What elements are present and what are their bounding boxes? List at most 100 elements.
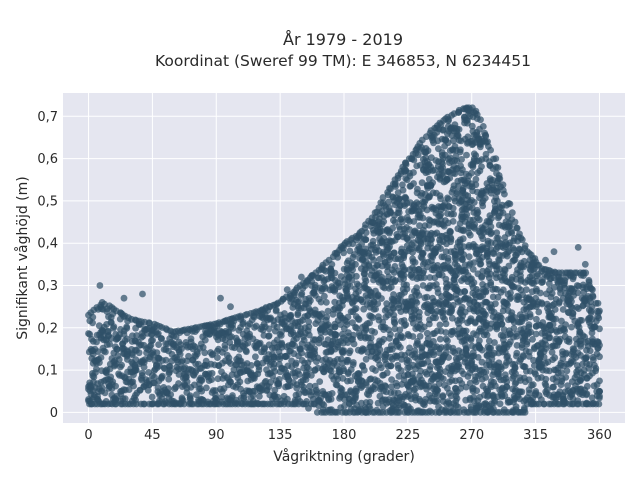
data-point	[305, 299, 313, 307]
data-point	[505, 262, 513, 270]
data-point	[246, 330, 254, 338]
data-point	[436, 321, 444, 329]
data-point	[265, 325, 273, 333]
data-point	[451, 279, 458, 287]
chart-subtitle: Koordinat (Sweref 99 TM): E 346853, N 62…	[155, 52, 531, 70]
data-point	[548, 348, 556, 356]
data-point	[459, 235, 467, 243]
data-point	[442, 329, 450, 336]
data-point	[465, 253, 473, 261]
data-point	[472, 181, 480, 189]
data-point	[477, 116, 484, 124]
data-point	[484, 388, 491, 395]
data-point	[292, 361, 299, 368]
data-point	[201, 349, 209, 357]
data-point	[470, 259, 478, 266]
data-point	[340, 244, 347, 252]
data-point	[427, 181, 435, 189]
data-point	[487, 230, 495, 238]
data-point	[183, 378, 191, 386]
data-point	[98, 384, 106, 392]
data-point	[239, 319, 247, 326]
data-point	[110, 323, 118, 330]
y-tick-label: 0,2	[37, 321, 58, 336]
data-point	[149, 336, 157, 344]
data-point	[586, 347, 594, 355]
data-point	[227, 303, 234, 311]
data-point	[583, 353, 591, 361]
data-point	[291, 342, 298, 349]
data-point	[423, 329, 431, 337]
data-point	[501, 190, 508, 198]
data-point	[214, 375, 222, 383]
data-point	[542, 375, 550, 383]
data-point	[418, 249, 426, 257]
data-point	[328, 390, 336, 397]
data-point	[366, 398, 374, 406]
data-point	[400, 275, 407, 282]
data-point	[331, 269, 339, 277]
data-point	[518, 236, 526, 244]
data-point	[400, 267, 408, 274]
data-point	[234, 374, 242, 382]
data-point	[529, 381, 537, 389]
data-point	[392, 180, 399, 188]
data-point	[449, 204, 457, 212]
data-point	[549, 321, 557, 328]
data-point	[499, 307, 507, 315]
data-point	[94, 348, 102, 355]
data-point	[229, 321, 237, 329]
data-point	[463, 211, 471, 219]
data-point	[499, 209, 507, 217]
data-point	[479, 202, 487, 210]
data-point	[289, 328, 296, 336]
data-point	[405, 357, 412, 365]
data-point	[425, 193, 433, 201]
data-point	[425, 320, 433, 328]
data-point	[294, 367, 302, 375]
data-point	[399, 186, 407, 194]
data-point	[567, 303, 575, 311]
data-point	[453, 190, 461, 198]
data-point	[390, 291, 397, 298]
data-point	[518, 388, 526, 396]
data-point	[389, 345, 396, 353]
data-point	[511, 363, 519, 371]
data-point	[395, 409, 403, 416]
data-point	[135, 349, 143, 357]
data-point	[112, 382, 119, 390]
data-point	[529, 336, 536, 343]
data-point	[362, 229, 370, 237]
data-point	[493, 235, 501, 242]
data-point	[339, 297, 347, 305]
data-point	[472, 175, 480, 183]
data-point	[362, 324, 370, 332]
data-point	[490, 378, 498, 386]
data-point	[564, 382, 571, 389]
data-point	[419, 214, 427, 222]
data-point	[464, 295, 472, 302]
data-point	[306, 382, 314, 390]
data-point	[487, 270, 494, 278]
data-point	[167, 391, 175, 398]
data-point	[154, 330, 162, 337]
data-point	[489, 293, 497, 301]
data-point	[569, 310, 577, 318]
y-axis-label: Signifikant våghöjd (m)	[14, 176, 31, 339]
data-point	[510, 372, 518, 380]
data-point	[469, 163, 477, 171]
data-point	[531, 369, 539, 376]
data-point	[427, 304, 435, 312]
data-point	[533, 277, 541, 285]
chart-title: År 1979 - 2019	[283, 30, 403, 49]
data-point	[555, 300, 563, 307]
data-point	[90, 373, 98, 381]
data-point	[416, 332, 424, 340]
data-point	[468, 169, 475, 177]
data-point	[135, 338, 142, 346]
data-point	[542, 256, 549, 264]
data-point	[323, 299, 330, 306]
data-point	[492, 300, 499, 308]
data-point	[366, 319, 373, 327]
data-point	[373, 262, 381, 269]
